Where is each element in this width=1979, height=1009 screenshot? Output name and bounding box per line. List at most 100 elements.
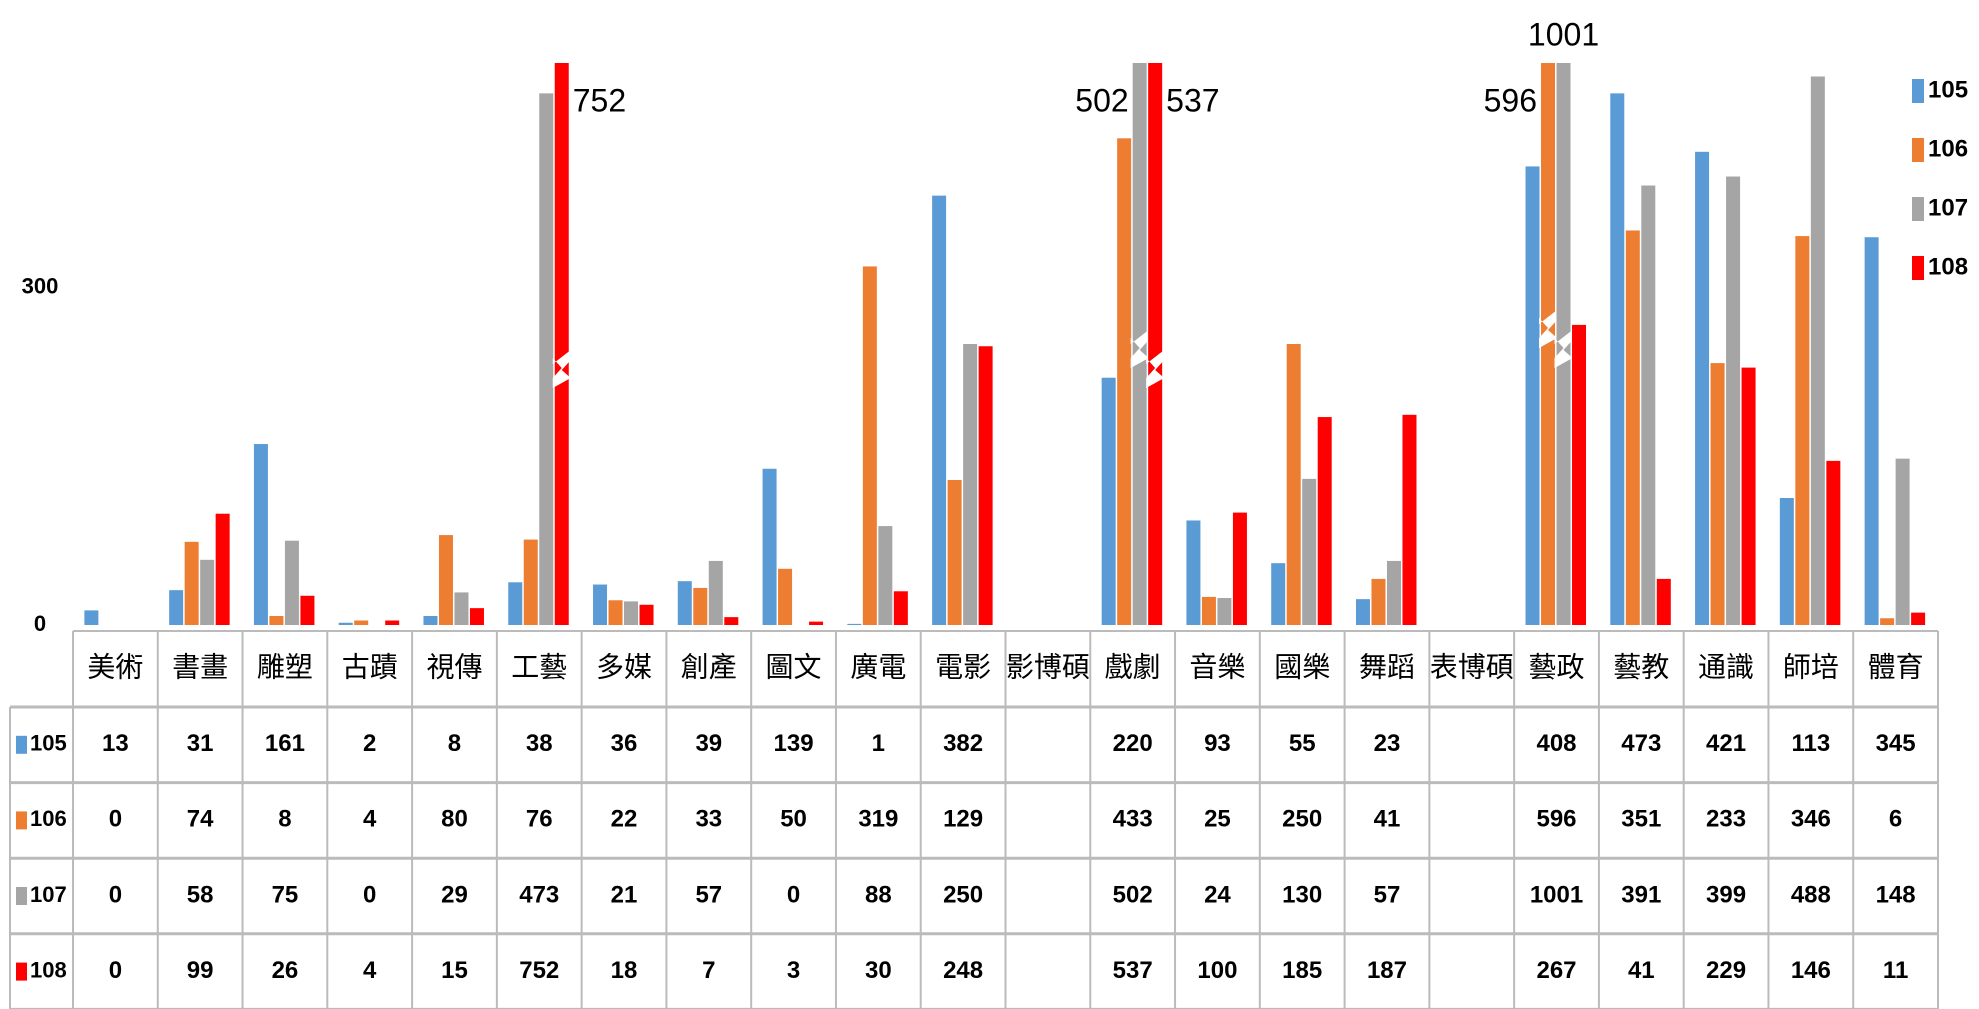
table-cell: 4 — [363, 806, 377, 833]
bar — [708, 560, 723, 625]
bar — [624, 601, 639, 625]
table-cell: 29 — [441, 881, 468, 908]
bar — [215, 513, 230, 625]
axis-break — [1539, 310, 1558, 348]
row-header: 107 — [30, 882, 67, 907]
legend-swatch — [16, 887, 27, 905]
table-cell: 129 — [943, 806, 983, 833]
bar — [1271, 563, 1286, 625]
x-tick-label: 表博碩 — [1430, 651, 1514, 684]
table-cell: 41 — [1628, 957, 1655, 984]
bar — [469, 608, 484, 625]
bar — [253, 444, 268, 625]
bar — [1656, 578, 1671, 625]
table-cell: 267 — [1536, 957, 1576, 984]
bar — [1911, 612, 1926, 625]
bar — [1117, 138, 1132, 626]
table-cell: 1 — [872, 730, 885, 757]
bar — [1695, 151, 1710, 625]
legend-swatch — [16, 735, 27, 754]
bar — [300, 595, 315, 625]
bar — [1101, 377, 1116, 625]
data-label: 752 — [573, 82, 626, 118]
legend-swatch — [16, 962, 27, 981]
table-cell: 113 — [1791, 730, 1830, 757]
bar — [523, 539, 538, 625]
table-cell: 33 — [695, 806, 722, 833]
bar — [693, 587, 708, 625]
row-header: 106 — [30, 806, 67, 831]
table-cell: 408 — [1536, 730, 1576, 757]
table-cell: 0 — [109, 957, 122, 984]
bar — [1201, 596, 1216, 625]
bar — [963, 344, 978, 625]
bar — [1880, 618, 1895, 625]
table-cell: 100 — [1197, 957, 1237, 984]
bar — [269, 616, 284, 625]
table-cell: 50 — [780, 806, 807, 833]
bar — [947, 480, 962, 625]
bar — [1779, 497, 1794, 625]
legend-label: 107 — [1928, 194, 1968, 221]
x-tick-label: 藝政 — [1529, 651, 1585, 684]
table-cell: 250 — [1282, 806, 1322, 833]
table-cell: 80 — [441, 806, 468, 833]
bar — [1810, 76, 1825, 626]
table-cell: 75 — [272, 881, 299, 908]
table-cell: 0 — [363, 881, 376, 908]
table-cell: 233 — [1706, 806, 1746, 833]
table-cell: 88 — [865, 881, 892, 908]
bar — [1317, 417, 1332, 625]
table-cell: 473 — [1621, 730, 1661, 757]
x-tick-label: 通識 — [1698, 651, 1754, 684]
bar — [1217, 598, 1232, 625]
bar — [438, 535, 453, 625]
x-tick-label: 師培 — [1783, 651, 1839, 684]
table-cell: 488 — [1791, 881, 1831, 908]
table-cell: 537 — [1113, 957, 1153, 984]
bar — [862, 266, 877, 625]
table-cell: 752 — [519, 957, 559, 984]
legend-swatch — [1912, 138, 1924, 162]
bar — [385, 620, 400, 625]
bar — [1302, 478, 1317, 625]
table-cell: 319 — [858, 806, 898, 833]
bar — [1402, 414, 1417, 625]
bar — [423, 616, 438, 625]
table-cell: 146 — [1791, 957, 1831, 984]
x-tick-label: 圖文 — [766, 651, 822, 684]
table-cell: 39 — [695, 730, 722, 757]
bar — [169, 590, 184, 625]
table-cell: 2 — [363, 730, 376, 757]
table-cell: 148 — [1876, 881, 1916, 908]
table-cell: 31 — [187, 730, 214, 757]
data-label: 537 — [1166, 82, 1219, 118]
table-cell: 23 — [1374, 730, 1401, 757]
table-cell: 433 — [1113, 806, 1153, 833]
table-cell: 345 — [1876, 730, 1916, 757]
bar — [1641, 185, 1656, 626]
bar — [1826, 460, 1841, 625]
bar — [932, 195, 947, 625]
table-cell: 220 — [1113, 730, 1153, 757]
x-tick-label: 雕塑 — [257, 651, 313, 684]
bar — [1232, 512, 1247, 625]
table-cell: 3 — [787, 957, 800, 984]
x-tick-label: 藝教 — [1613, 651, 1669, 684]
bar — [1795, 236, 1810, 625]
bar — [1710, 363, 1725, 625]
table-cell: 229 — [1706, 957, 1746, 984]
table-cell: 248 — [943, 957, 983, 984]
x-tick-label: 影博碩 — [1006, 651, 1090, 684]
table-cell: 55 — [1289, 730, 1316, 757]
bar — [1386, 560, 1401, 625]
table-cell: 24 — [1204, 881, 1231, 908]
bar — [893, 591, 908, 625]
bar — [1610, 93, 1625, 625]
x-tick-label: 書畫 — [172, 651, 228, 684]
table-cell: 57 — [1374, 881, 1401, 908]
x-tick-label: 電影 — [935, 651, 991, 684]
x-tick-label: 多媒 — [596, 651, 652, 684]
legend-label: 106 — [1928, 135, 1968, 162]
x-tick-label: 視傳 — [426, 651, 482, 684]
